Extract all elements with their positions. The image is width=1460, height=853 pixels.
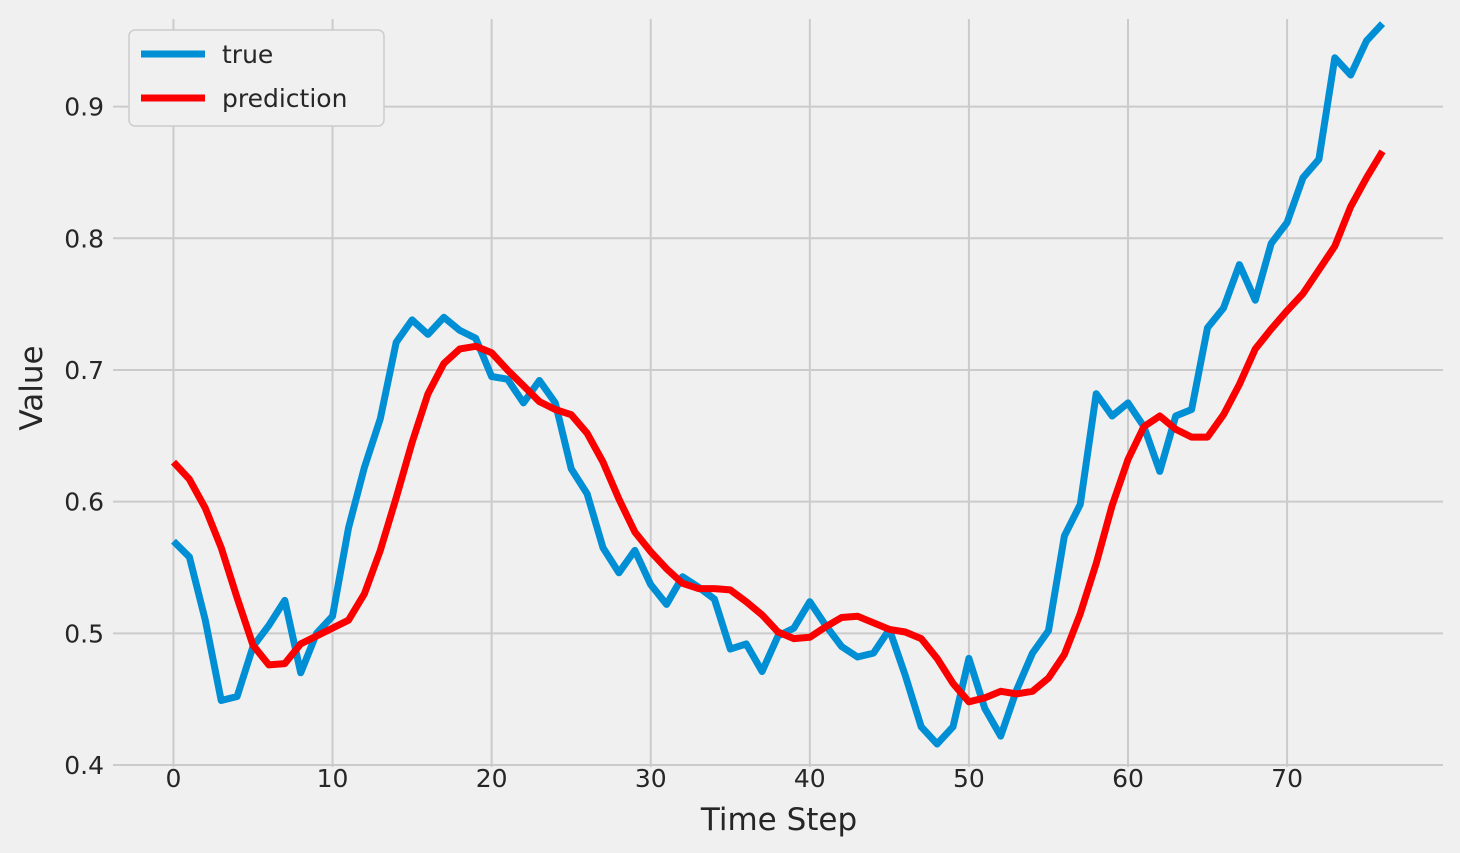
grid xyxy=(113,19,1443,767)
series-line-prediction xyxy=(170,149,1386,706)
y-tick-label: 0.7 xyxy=(64,356,104,385)
x-tick-label: 60 xyxy=(1112,764,1144,793)
x-tick-label: 10 xyxy=(317,764,349,793)
legend-label-true: true xyxy=(222,40,273,69)
x-tick-label: 70 xyxy=(1271,764,1303,793)
legend: true prediction xyxy=(128,29,385,127)
y-tick-label: 0.4 xyxy=(64,751,104,780)
y-tick-label: 0.5 xyxy=(64,619,104,648)
x-tick-label: 0 xyxy=(166,764,182,793)
x-tick-label: 20 xyxy=(476,764,508,793)
x-tick-label: 40 xyxy=(794,764,826,793)
y-tick-label: 0.8 xyxy=(64,224,104,253)
series-line-true xyxy=(171,21,1386,748)
y-tick-label: 0.9 xyxy=(64,93,104,122)
x-tick-label: 50 xyxy=(953,764,985,793)
tick-labels: 0 10 20 30 40 50 60 70 0.4 0.5 0.6 0.7 0.8 0.9 xyxy=(64,93,1303,793)
x-axis-label: Time Step xyxy=(700,802,857,838)
x-tick-label: 30 xyxy=(635,764,667,793)
y-axis-label: Value xyxy=(14,345,50,430)
legend-label-prediction: prediction xyxy=(222,84,347,113)
y-tick-label: 0.6 xyxy=(64,488,104,517)
series-layer xyxy=(170,21,1386,748)
